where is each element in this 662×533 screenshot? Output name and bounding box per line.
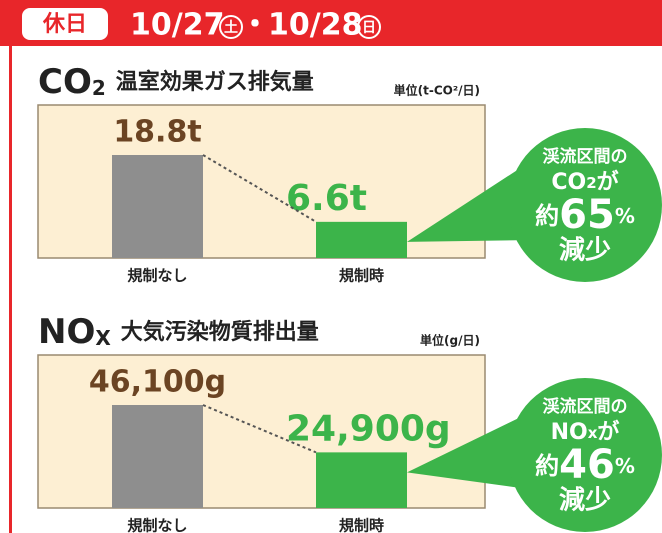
- tag: 休日: [42, 12, 87, 37]
- title-text: 温室効果ガス排気量: [116, 69, 314, 95]
- callout-text: 約46%: [535, 442, 635, 488]
- formula-sub: X: [95, 326, 111, 350]
- bar: [112, 155, 203, 258]
- bar: [112, 405, 203, 508]
- date: 10/28: [268, 8, 362, 43]
- callout: [508, 128, 662, 282]
- category-label: 規制時: [339, 517, 384, 533]
- callout: [508, 378, 662, 532]
- connector: [202, 154, 317, 223]
- formula-sub: 2: [92, 76, 106, 100]
- particle: が: [597, 169, 619, 195]
- category-label: 規制なし: [127, 517, 187, 533]
- subject-sub: 2: [586, 174, 596, 192]
- callout-text: 渓流区間の: [543, 146, 628, 167]
- callout-text: 減少: [559, 486, 611, 516]
- prefix: 約: [535, 452, 559, 480]
- subject: CO: [551, 170, 586, 195]
- day: 土: [224, 19, 238, 36]
- callout-pointer: [407, 165, 535, 242]
- subject: NO: [551, 420, 588, 445]
- day-circle: [357, 15, 381, 39]
- callout-pointer: [407, 415, 535, 490]
- callout-text: NOxが: [551, 419, 620, 445]
- connector: [202, 404, 317, 454]
- category-label: 規制なし: [127, 267, 187, 285]
- callout-text: CO2が: [551, 169, 618, 195]
- tag-box: [22, 8, 108, 40]
- bar: [316, 221, 407, 258]
- value-label: 18.8t: [113, 115, 201, 150]
- reduction: 65: [559, 192, 615, 238]
- reduction: 46: [559, 442, 615, 488]
- particle: が: [597, 419, 619, 445]
- separator: ・: [240, 8, 270, 43]
- callout-text: 減少: [559, 236, 611, 266]
- prefix: 約: [535, 202, 559, 230]
- unit: 単位(g/日): [420, 333, 480, 348]
- chart-title: CO2 温室効果ガス排気量: [38, 62, 314, 102]
- formula: NO: [38, 312, 95, 352]
- unit: %: [615, 454, 635, 478]
- title-text: 大気汚染物質排出量: [121, 319, 319, 345]
- category-label: 規制時: [339, 267, 384, 285]
- value-label: 24,900g: [286, 408, 451, 449]
- header-bar: [0, 0, 662, 46]
- subject-sub: x: [588, 424, 598, 442]
- callout-text: 渓流区間の: [543, 396, 628, 417]
- value-label: 46,100g: [89, 365, 226, 400]
- side-rule: [9, 0, 12, 533]
- date: 10/27: [130, 8, 224, 43]
- bar: [316, 452, 407, 508]
- value-label: 6.6t: [286, 178, 367, 219]
- unit: %: [615, 204, 635, 228]
- day: 日: [362, 20, 376, 36]
- formula: CO: [38, 62, 92, 102]
- day-circle: [219, 15, 243, 39]
- callout-text: 約65%: [535, 192, 635, 238]
- unit: 単位(t-CO²/日): [394, 83, 480, 98]
- chart-title: NOX 大気汚染物質排出量: [38, 312, 319, 352]
